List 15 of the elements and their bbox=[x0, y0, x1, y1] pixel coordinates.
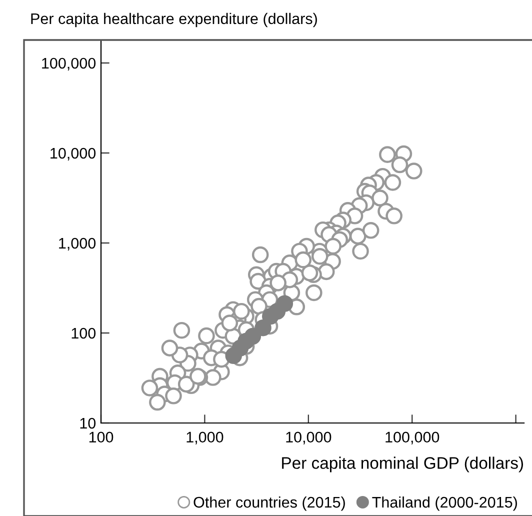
y-tick-label: 100 bbox=[72, 328, 96, 339]
y-axis-title: Per capita healthcare expenditure (dollars) bbox=[31, 12, 317, 28]
y-tick-label: 10 bbox=[80, 418, 96, 429]
point bbox=[254, 319, 272, 336]
x-tick-label: 1,000 bbox=[186, 432, 224, 444]
x-axis-title: Per capita nominal GDP (dollars) bbox=[282, 456, 523, 472]
y-tick-label: 100,000 bbox=[42, 58, 96, 70]
legend-label: Other countries (2015) bbox=[194, 496, 345, 511]
point bbox=[276, 295, 294, 312]
legend-label: Thailand (2000-2015) bbox=[372, 496, 517, 511]
y-tick-label: 10,000 bbox=[50, 148, 96, 160]
x-tick-label: 100,000 bbox=[386, 432, 440, 444]
x-tick-label: 100 bbox=[89, 432, 114, 443]
x-tick-label: 10,000 bbox=[286, 432, 332, 444]
y-tick-label: 1,000 bbox=[59, 238, 96, 250]
